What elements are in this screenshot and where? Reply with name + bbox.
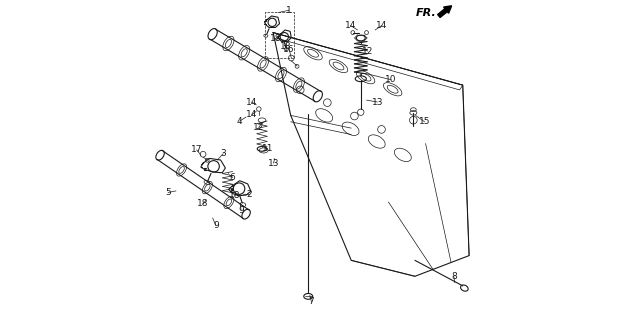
Text: 2: 2 (247, 190, 252, 199)
Text: 14: 14 (376, 21, 387, 30)
Text: 13: 13 (268, 159, 279, 168)
Text: 8: 8 (451, 272, 457, 281)
Text: 14: 14 (246, 110, 257, 119)
Text: 4: 4 (237, 116, 242, 126)
Text: 12: 12 (362, 46, 374, 56)
Text: 18: 18 (229, 191, 240, 200)
Text: 12: 12 (253, 123, 265, 132)
FancyArrow shape (438, 6, 451, 18)
Text: 15: 15 (419, 117, 430, 126)
Text: 14: 14 (345, 21, 356, 30)
Text: 6: 6 (230, 173, 235, 182)
Text: 18: 18 (280, 42, 292, 51)
Bar (265, 12, 294, 58)
Text: 9: 9 (213, 221, 218, 230)
Text: 5: 5 (165, 188, 171, 197)
Text: 13: 13 (372, 98, 383, 107)
Text: 18: 18 (270, 34, 281, 43)
Text: 18: 18 (197, 199, 209, 208)
Text: 3: 3 (220, 149, 226, 158)
Text: 9: 9 (238, 205, 244, 214)
Text: 17: 17 (191, 145, 202, 154)
Text: 7: 7 (309, 297, 314, 306)
Text: 10: 10 (386, 75, 397, 84)
Text: 11: 11 (262, 144, 274, 153)
Text: FR.: FR. (416, 8, 436, 19)
Text: 14: 14 (246, 98, 257, 107)
Text: 1: 1 (286, 6, 292, 15)
Text: 16: 16 (284, 44, 295, 54)
